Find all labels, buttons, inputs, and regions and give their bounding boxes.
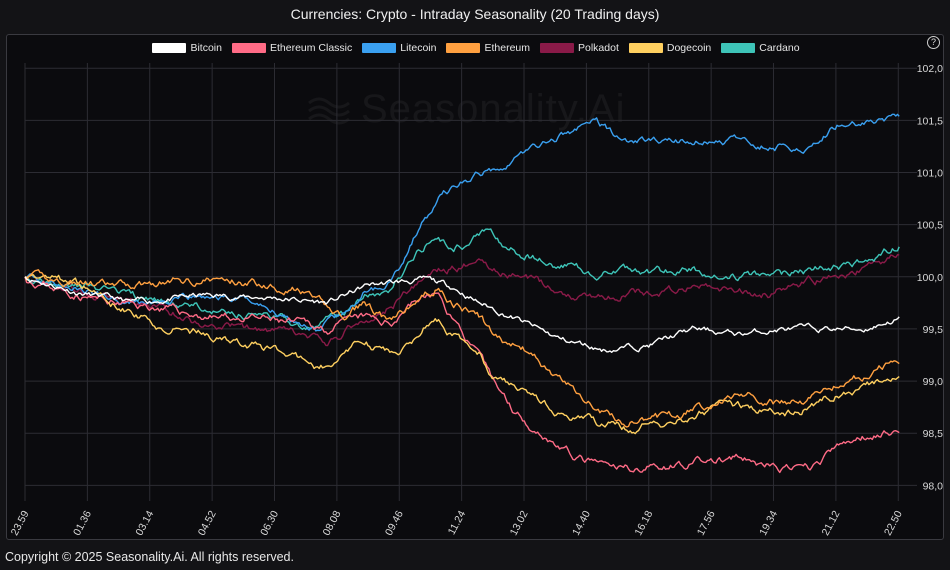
x-tick-label: 16.18 — [632, 509, 655, 538]
x-tick-label: 06.30 — [258, 509, 281, 538]
plot-area: 102,0 101,5 101,0 100,5 100,0 99,5 99,0 98,5 98,… — [9, 63, 944, 538]
legend-label: Cardano — [759, 42, 800, 54]
series-line-litecoin — [24, 113, 900, 332]
y-tick-label: 98,0 — [923, 480, 944, 492]
wave-logo-icon — [308, 97, 350, 124]
y-tick-label: 99,5 — [923, 324, 944, 336]
series-line-ethereum-classic — [24, 276, 900, 474]
watermark: Seasonality.Ai — [307, 87, 626, 132]
legend-item-ethereum[interactable]: Ethereum — [446, 42, 530, 54]
x-tick-label: 09.46 — [383, 509, 406, 538]
x-tick-label: 11.24 — [446, 509, 469, 537]
series-line-ethereum — [24, 269, 900, 428]
legend-swatch — [721, 43, 756, 53]
help-icon[interactable]: ? — [927, 36, 940, 49]
watermark-text: Seasonality.Ai — [361, 87, 626, 131]
copyright-text: Copyright © 2025 Seasonality.Ai. All rig… — [5, 550, 294, 564]
legend-swatch — [540, 43, 574, 53]
x-tick-label: 08.08 — [321, 509, 344, 538]
legend-swatch — [446, 43, 481, 53]
series-line-polkadot — [25, 253, 900, 347]
y-tick-label: 99,0 — [923, 376, 944, 388]
y-tick-label: 101,5 — [917, 115, 943, 127]
legend-label: Ethereum Classic — [269, 42, 353, 54]
legend-label: Dogecoin — [666, 42, 712, 54]
legend-swatch — [362, 43, 397, 53]
series-line-bitcoin — [24, 275, 900, 353]
x-tick-label: 17.56 — [695, 509, 718, 538]
x-tick-label: 01.36 — [71, 509, 94, 538]
legend-label: Bitcoin — [190, 42, 222, 54]
x-tick-label: 13.02 — [508, 509, 531, 538]
x-tick-label: 22.50 — [882, 509, 905, 538]
chart-panel: Bitcoin Ethereum Classic Litecoin Ethereum P… — [6, 34, 944, 540]
chart-title: Currencies: Crypto - Intraday Seasonalit… — [290, 6, 660, 22]
legend-label: Ethereum — [484, 42, 530, 54]
legend-item-bitcoin[interactable]: Bitcoin — [152, 42, 222, 54]
x-tick-label: 21.12 — [820, 509, 843, 538]
legend-item-ethereum-classic[interactable]: Ethereum Classic — [231, 42, 353, 54]
legend-item-dogecoin[interactable]: Dogecoin — [628, 42, 712, 54]
legend-item-litecoin[interactable]: Litecoin — [362, 42, 436, 54]
legend-swatch — [231, 43, 266, 53]
legend: Bitcoin Ethereum Classic Litecoin Ethereum P… — [7, 42, 943, 54]
x-tick-label: 19.34 — [757, 509, 780, 538]
y-tick-label: 98,5 — [923, 428, 944, 440]
x-tick-label: 23.59 — [9, 509, 32, 538]
legend-label: Polkadot — [578, 42, 619, 54]
legend-item-polkadot[interactable]: Polkadot — [540, 42, 619, 54]
x-tick-label: 03.14 — [133, 509, 156, 538]
series-line-dogecoin — [24, 274, 900, 435]
y-tick-label: 101,0 — [917, 168, 943, 180]
y-tick-label: 102,0 — [917, 63, 943, 75]
legend-swatch — [152, 43, 187, 53]
legend-item-cardano[interactable]: Cardano — [721, 42, 800, 54]
y-tick-label: 100,5 — [917, 220, 943, 232]
legend-label: Litecoin — [400, 42, 437, 54]
y-tick-label: 100,0 — [917, 272, 943, 284]
x-tick-label: 04.52 — [196, 509, 219, 538]
legend-swatch — [628, 43, 663, 53]
x-tick-label: 14.40 — [570, 509, 593, 538]
